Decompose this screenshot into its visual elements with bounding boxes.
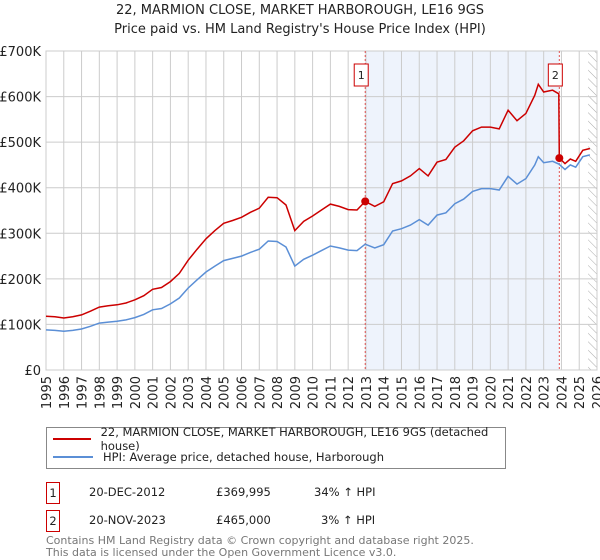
x-tick-label: 2020 [484, 376, 499, 409]
x-tick-label: 2015 [395, 376, 410, 409]
y-tick-label: £200K [0, 273, 41, 288]
x-tick-label: 2019 [467, 376, 482, 409]
chart-subtitle: Price paid vs. HM Land Registry's House … [114, 22, 486, 37]
x-tick-label: 2011 [324, 376, 339, 409]
sale-marker-box [353, 63, 369, 87]
x-tick-label: 2008 [271, 376, 286, 409]
x-tick-label: 2009 [289, 376, 304, 409]
sale-price: £465,000 [216, 513, 271, 527]
x-tick-label: 2021 [502, 376, 517, 409]
x-tick-label: 2024 [555, 376, 570, 409]
sale-marker-label: 2 [552, 69, 559, 82]
x-tick-label: 2022 [520, 376, 535, 409]
sale-price: £369,995 [216, 485, 271, 499]
legend-label-hpi: HPI: Average price, detached house, Harb… [103, 450, 385, 464]
plot-area: £0 £100K £200K £300K £400K £500K £600K £700K 199… [0, 45, 600, 409]
sale-marker-badge: 1 [46, 482, 60, 504]
footer: Contains HM Land Registry data © Crown c… [46, 535, 474, 559]
x-tick-label: 1996 [58, 376, 73, 409]
x-tick-label: 2018 [449, 376, 464, 409]
sale-marker-badge: 2 [46, 510, 60, 532]
sale-hpi-diff: 3% ↑ HPI [321, 513, 376, 527]
x-tick-label: 1998 [93, 376, 108, 409]
x-tick-label: 2013 [360, 376, 375, 409]
sale-marker-box [547, 63, 563, 87]
x-tick-label: 2025 [573, 376, 588, 409]
property-price-line [45, 82, 591, 319]
y-tick-label: £300K [0, 227, 41, 242]
x-tick-label: 1999 [111, 376, 126, 409]
hpi-line [45, 154, 591, 333]
x-tick-label: 2026 [591, 376, 600, 409]
x-tick-label: 2004 [200, 376, 215, 409]
y-tick-label: £0 [24, 364, 41, 379]
legend-swatch-hpi [53, 456, 93, 458]
chart-title: 22, MARMION CLOSE, MARKET HARBOROUGH, LE… [115, 3, 485, 18]
x-tick-label: 2012 [342, 376, 357, 409]
x-tick-label: 2002 [164, 376, 179, 409]
forecast-hatch [588, 51, 597, 370]
x-tick-label: 2014 [378, 376, 393, 409]
x-tick-label: 1995 [40, 376, 55, 409]
x-tick-label: 2003 [182, 376, 197, 409]
legend: 22, MARMION CLOSE, MARKET HARBOROUGH, LE… [46, 425, 506, 469]
sale-point [361, 197, 370, 206]
x-tick-label: 2005 [218, 376, 233, 409]
y-tick-label: £700K [0, 45, 41, 60]
y-tick-label: £500K [0, 136, 41, 151]
x-tick-label: 2001 [147, 376, 162, 409]
sale-hpi-diff: 34% ↑ HPI [314, 485, 376, 499]
y-tick-label: £600K [0, 91, 41, 106]
footer-line: Contains HM Land Registry data © Crown c… [46, 534, 474, 547]
x-tick-label: 2010 [307, 376, 322, 409]
sale-date: 20-NOV-2023 [89, 513, 166, 527]
y-tick-label: £100K [0, 318, 41, 333]
x-tick-label: 2007 [253, 376, 268, 409]
y-tick-label: £400K [0, 182, 41, 197]
x-tick-label: 1997 [76, 376, 91, 409]
x-tick-label: 2000 [129, 376, 144, 409]
x-tick-label: 2023 [538, 376, 553, 409]
footer-line: This data is licensed under the Open Gov… [46, 546, 397, 559]
sale-marker-label: 1 [358, 69, 365, 82]
sale-point [555, 154, 564, 163]
plot-border [45, 50, 598, 371]
sale-period-shading [365, 51, 560, 370]
sale-date: 20-DEC-2012 [89, 485, 166, 499]
legend-label-property: 22, MARMION CLOSE, MARKET HARBOROUGH, LE… [100, 425, 489, 453]
x-tick-label: 2017 [431, 376, 446, 409]
legend-swatch-property [53, 438, 91, 440]
x-tick-label: 2006 [236, 376, 251, 409]
x-tick-label: 2016 [413, 376, 428, 409]
